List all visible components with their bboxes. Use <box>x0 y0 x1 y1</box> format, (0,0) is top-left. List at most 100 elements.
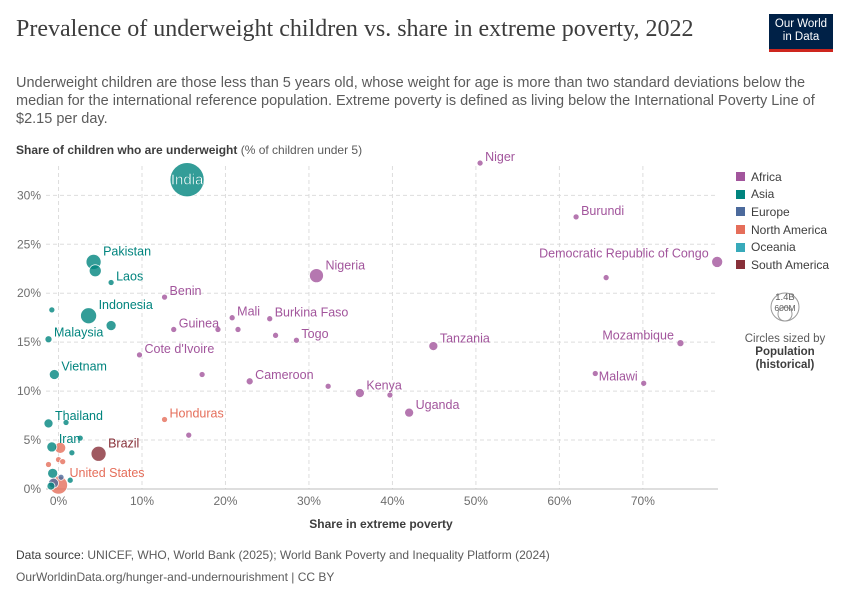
point-label: Vietnam <box>61 359 107 373</box>
legend-item-asia[interactable]: Asia <box>736 186 829 204</box>
data-point[interactable] <box>272 331 279 339</box>
size-legend-caption-historical: (historical) <box>755 359 815 371</box>
chart-subtitle: Underweight children are those less than… <box>16 75 815 127</box>
x-tick-label: 60% <box>547 494 571 508</box>
size-legend-caption-population: Population <box>755 346 815 358</box>
data-source-label: Data source: <box>16 548 85 562</box>
data-point[interactable] <box>90 445 107 462</box>
point-label: Nigeria <box>325 259 365 273</box>
data-point[interactable] <box>293 336 300 344</box>
x-tick-label: 50% <box>464 494 488 508</box>
legend-item-north-america[interactable]: North America <box>736 221 829 239</box>
point-label: Cote d'Ivoire <box>144 342 214 356</box>
y-tick-label: 0% <box>24 482 42 496</box>
point-label: Burkina Faso <box>275 306 349 320</box>
data-point[interactable] <box>676 339 685 348</box>
data-point[interactable] <box>46 481 56 491</box>
data-point[interactable] <box>88 264 102 278</box>
legend-label-oceania: Oceania <box>751 240 796 255</box>
legend-item-europe[interactable]: Europe <box>736 203 829 221</box>
data-point[interactable] <box>48 306 56 314</box>
data-point[interactable] <box>169 162 205 198</box>
data-point[interactable] <box>161 293 168 301</box>
x-tick-labels: 0% 10% 20% 30% 40% 50% 60% 70% <box>50 494 655 508</box>
data-point[interactable] <box>68 449 76 457</box>
data-point[interactable] <box>309 268 324 283</box>
grid-lines <box>46 166 718 490</box>
data-point[interactable] <box>711 256 724 268</box>
point-label: Burundi <box>581 204 624 218</box>
legend-item-africa[interactable]: Africa <box>736 168 829 186</box>
legend-label-europe: Europe <box>751 204 790 219</box>
data-point[interactable] <box>324 382 332 390</box>
region-legend[interactable]: Africa Asia Europe North America Oceania… <box>736 168 829 274</box>
y-tick-label: 25% <box>17 237 41 251</box>
y-tick-label: 20% <box>17 286 41 300</box>
data-point[interactable] <box>640 379 648 387</box>
owid-logo[interactable]: Our World in Data <box>769 14 833 52</box>
data-point[interactable] <box>107 279 115 286</box>
chart-title: Prevalence of underweight children vs. s… <box>16 16 694 42</box>
data-point[interactable] <box>591 370 599 377</box>
data-point[interactable] <box>105 320 117 331</box>
point-label: Uganda <box>416 398 460 412</box>
legend-swatch-oceania <box>736 242 745 252</box>
point-label: Niger <box>485 150 515 164</box>
data-point[interactable] <box>80 307 97 325</box>
data-point[interactable] <box>602 274 610 281</box>
legend-swatch-europe <box>736 207 745 217</box>
data-point[interactable] <box>428 341 439 351</box>
data-point[interactable] <box>234 326 242 333</box>
legend-item-oceania[interactable]: Oceania <box>736 238 829 256</box>
data-point[interactable] <box>62 419 70 426</box>
data-point[interactable] <box>170 326 178 333</box>
size-legend-circles: 1.4B 600M <box>770 292 800 322</box>
footer-url[interactable]: OurWorldinData.org/hunger-and-undernouri… <box>16 570 335 584</box>
data-point[interactable] <box>44 335 53 344</box>
data-point[interactable] <box>266 315 274 323</box>
point-label: Pakistan <box>103 244 151 258</box>
y-axis-title-unit: (% of children under 5) <box>237 143 363 157</box>
data-point[interactable] <box>47 467 59 479</box>
data-point[interactable] <box>245 377 254 386</box>
x-tick-label: 20% <box>213 494 237 508</box>
data-point[interactable] <box>43 418 54 429</box>
data-point[interactable] <box>355 388 365 398</box>
size-legend: 1.4B 600M Circles sized by Population (hi… <box>736 284 834 372</box>
data-point[interactable] <box>404 407 414 418</box>
data-point[interactable] <box>185 431 193 439</box>
point-label: Brazil <box>108 436 139 450</box>
legend-label-africa: Africa <box>751 169 782 184</box>
point-label: Mali <box>237 305 260 319</box>
x-tick-label: 10% <box>130 494 154 508</box>
data-point[interactable] <box>161 416 168 423</box>
legend-swatch-africa <box>736 172 745 182</box>
legend-swatch-south-america <box>736 260 745 270</box>
legend-label-north-america: North America <box>751 222 828 237</box>
data-point[interactable] <box>572 213 580 221</box>
data-point[interactable] <box>198 371 206 378</box>
data-point[interactable] <box>46 441 58 453</box>
data-point[interactable] <box>76 434 84 442</box>
x-tick-label: 70% <box>631 494 655 508</box>
point-label: Cameroon <box>255 368 313 382</box>
point-label: Benin <box>170 284 202 298</box>
point-label: Malaysia <box>54 326 103 340</box>
y-tick-label: 10% <box>17 384 41 398</box>
data-point[interactable] <box>57 473 65 481</box>
data-point[interactable] <box>214 326 222 333</box>
data-point[interactable] <box>66 476 74 484</box>
point-label: Indonesia <box>99 298 153 312</box>
legend-item-south-america[interactable]: South America <box>736 256 829 274</box>
point-label: Togo <box>301 327 328 341</box>
y-tick-labels: 0% 5% 10% 15% 20% 25% 30% <box>17 188 41 496</box>
data-point[interactable] <box>228 314 236 322</box>
data-point[interactable] <box>476 159 484 167</box>
data-point[interactable] <box>59 458 67 465</box>
data-point[interactable] <box>45 461 52 468</box>
data-point[interactable] <box>386 391 394 399</box>
x-axis-title: Share in extreme poverty <box>309 517 453 531</box>
data-point[interactable] <box>48 369 60 380</box>
data-point[interactable] <box>136 351 143 359</box>
point-label: Mozambique <box>602 329 674 343</box>
